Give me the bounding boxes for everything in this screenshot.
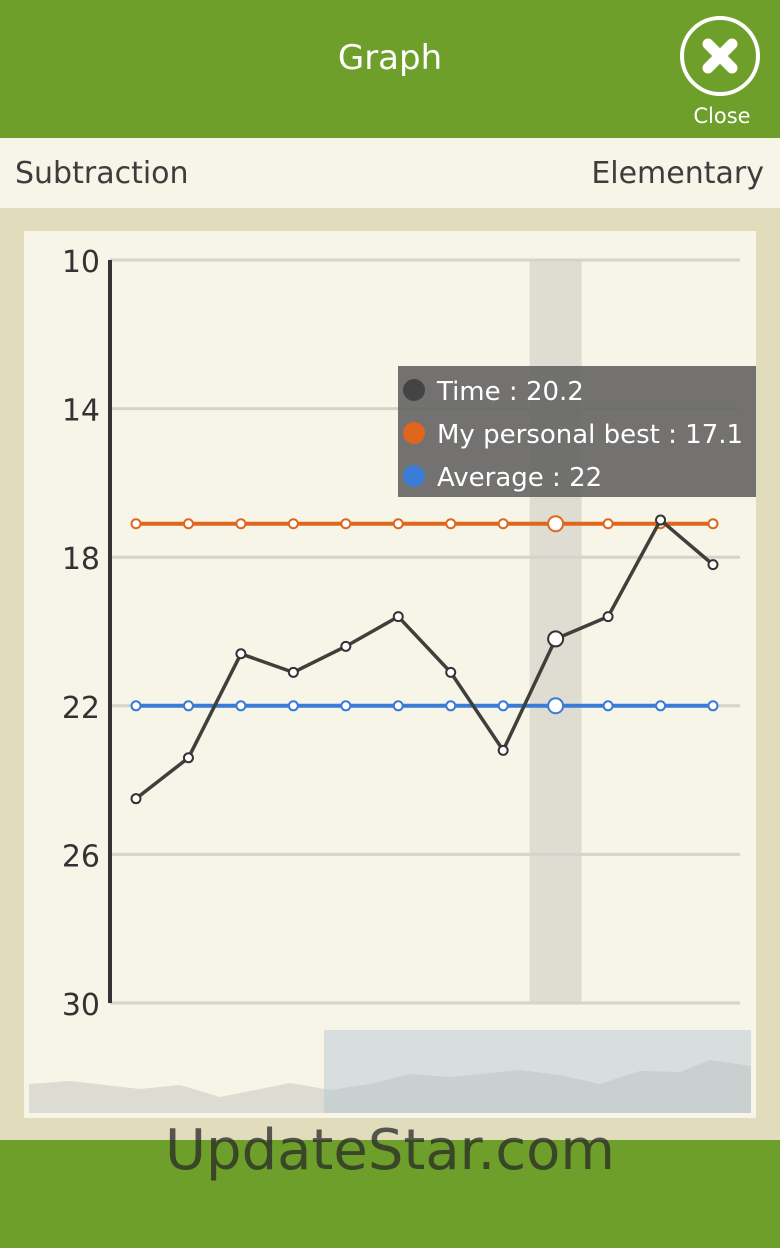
data-point — [392, 518, 404, 530]
chart-panel — [24, 231, 756, 1118]
data-point — [602, 700, 614, 712]
data-point — [707, 559, 719, 571]
data-point — [130, 793, 142, 805]
level: Elementary — [591, 156, 764, 191]
tooltip-value: 22 — [569, 463, 602, 493]
data-point — [655, 514, 667, 526]
data-point — [182, 752, 194, 764]
tooltip-series: My personal best — [437, 420, 660, 450]
data-point — [235, 648, 247, 660]
navigator — [29, 1030, 751, 1113]
data-point — [445, 666, 457, 678]
data-point — [707, 700, 719, 712]
data-point — [445, 518, 457, 530]
data-point — [547, 697, 565, 715]
close-label[interactable]: Close — [693, 104, 751, 128]
y-tick-label: 26 — [62, 839, 100, 874]
data-point — [235, 518, 247, 530]
data-point — [287, 666, 299, 678]
tooltip-separator: : — [501, 377, 526, 407]
close-button[interactable] — [680, 16, 760, 96]
data-point — [497, 700, 509, 712]
operation: Subtraction — [15, 156, 189, 191]
y-tick-label: 18 — [62, 542, 100, 577]
data-point — [707, 518, 719, 530]
tooltip-box — [398, 366, 756, 497]
data-point — [547, 515, 565, 533]
tooltip-series: Average — [437, 463, 544, 493]
close-icon — [702, 38, 738, 74]
title: Graph — [337, 38, 443, 78]
data-point — [130, 518, 142, 530]
tooltip-text: My personal best : 17.1 — [437, 420, 743, 450]
data-point — [340, 518, 352, 530]
y-tick-label: 10 — [62, 245, 100, 280]
data-point — [655, 700, 667, 712]
data-point — [497, 744, 509, 756]
data-point — [130, 700, 142, 712]
data-point — [392, 700, 404, 712]
watermark: UpdateStar.com — [165, 1118, 615, 1183]
tooltip-separator: : — [660, 420, 685, 450]
tooltip-text: Average : 22 — [437, 463, 602, 493]
data-point — [602, 611, 614, 623]
header: Graph Close — [0, 0, 780, 138]
data-point — [235, 700, 247, 712]
data-point — [497, 518, 509, 530]
y-tick-label: 14 — [62, 394, 100, 429]
tooltip-value: 17.1 — [685, 420, 743, 450]
tooltip-swatch — [403, 422, 425, 444]
y-tick-label: 30 — [62, 988, 100, 1023]
tooltip-value: 20.2 — [526, 377, 584, 407]
tooltip-series: Time — [436, 377, 501, 407]
tooltip: Time : 20.2 My personal best : 17.1 Averag… — [398, 366, 756, 497]
data-point — [340, 700, 352, 712]
footer — [0, 1140, 780, 1248]
data-point — [182, 518, 194, 530]
data-point — [392, 611, 404, 623]
data-point — [445, 700, 457, 712]
y-tick-label: 22 — [62, 691, 100, 726]
data-point — [340, 640, 352, 652]
data-point — [182, 700, 194, 712]
data-point — [287, 518, 299, 530]
tooltip-swatch — [403, 379, 425, 401]
subheader: Subtraction Elementary — [0, 138, 780, 208]
data-point — [287, 700, 299, 712]
series-line — [134, 517, 715, 801]
tooltip-text: Time : 20.2 — [436, 377, 584, 407]
data-point — [547, 630, 565, 648]
data-point — [602, 518, 614, 530]
tooltip-separator: : — [544, 463, 569, 493]
tooltip-swatch — [403, 465, 425, 487]
